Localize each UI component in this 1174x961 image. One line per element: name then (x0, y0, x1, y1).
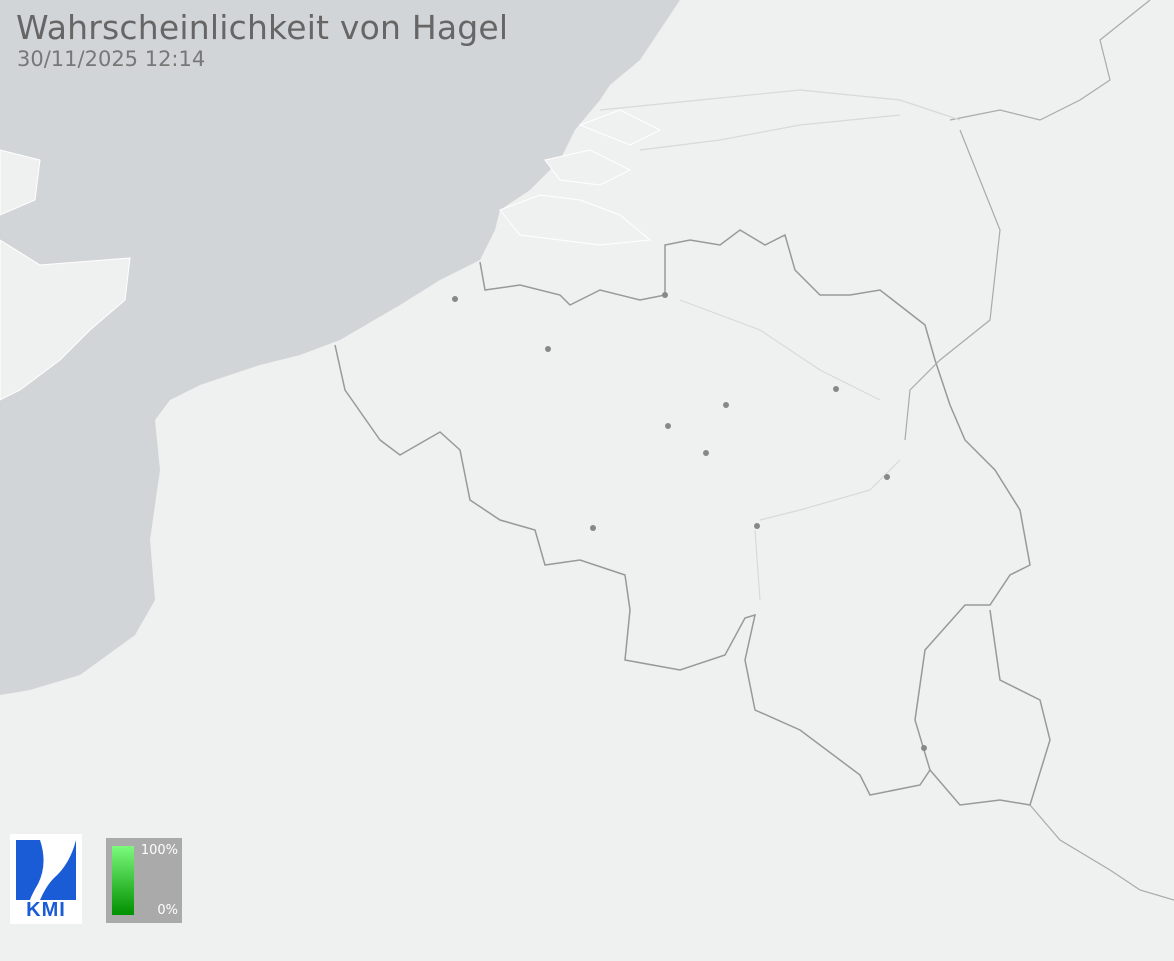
legend-min-label: 0% (157, 903, 178, 918)
city-marker (662, 292, 668, 298)
city-marker (665, 423, 671, 429)
luxembourg-border (929, 609, 1051, 806)
belgium-border (334, 229, 1031, 796)
rivers (599, 89, 961, 601)
city-markers (452, 292, 927, 751)
city-marker (754, 523, 760, 529)
kmi-logo-icon (16, 840, 76, 900)
city-marker (833, 386, 839, 392)
timestamp: 30/11/2025 12:14 (17, 47, 206, 71)
legend-max-label: 100% (140, 843, 178, 858)
sea (0, 0, 680, 695)
city-marker (723, 402, 729, 408)
legend-color-bar (112, 846, 134, 915)
zeeland-islands (499, 109, 662, 246)
england-land (0, 239, 131, 401)
kmi-logo: KMI (10, 834, 82, 924)
map-title: Wahrscheinlichkeit von Hagel (16, 8, 509, 47)
city-marker (545, 346, 551, 352)
england-land-north (0, 149, 41, 216)
probability-legend: 100% 0% (106, 838, 182, 923)
city-marker (590, 525, 596, 531)
logo-text: KMI (26, 899, 66, 921)
city-marker (703, 450, 709, 456)
city-marker (452, 296, 458, 302)
germany-netherlands-border (904, 0, 1174, 901)
city-marker (921, 745, 927, 751)
city-marker (884, 474, 890, 480)
